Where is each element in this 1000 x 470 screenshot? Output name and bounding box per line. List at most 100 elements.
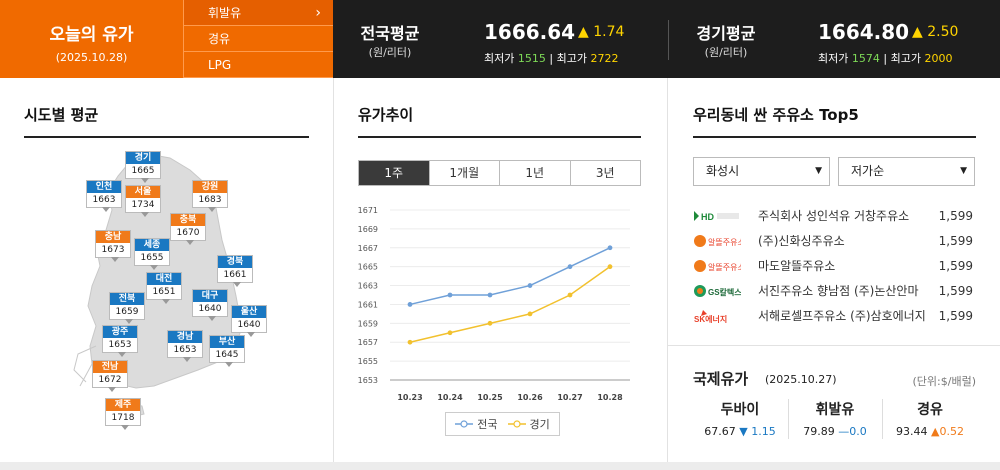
fuel-tab-diesel[interactable]: 경유: [184, 26, 333, 52]
period-tab-1y[interactable]: 1년: [500, 161, 571, 185]
max-label: 최고가: [556, 52, 587, 65]
region-name: 강원: [193, 181, 227, 193]
station-price: 1,599: [938, 259, 973, 273]
korea-coastline-detail: [73, 345, 97, 387]
logo-text: HD: [701, 212, 714, 222]
alddeul-logo: 알뜰주유소: [694, 260, 741, 272]
region-value: 1670: [176, 228, 200, 238]
y-tick-label: 1665: [358, 263, 378, 272]
gyeonggi-price: 1664.80: [818, 20, 910, 44]
station-row[interactable]: 알뜰주유소 (주)신화싱주유소 1,599: [690, 231, 976, 251]
legend-item-national[interactable]: 전국: [455, 416, 498, 432]
chevron-right-icon: ›: [315, 5, 321, 21]
legend-label: 전국: [477, 418, 498, 431]
station-price: 1,599: [938, 209, 973, 223]
logo-text: SK에너지: [694, 314, 727, 323]
column-divider: [333, 78, 334, 462]
station-price: 1,599: [938, 234, 973, 248]
national-average: 전국평균 (원/리터) 1666.64 ▲ 1.74 최저가 1515 | 최고…: [340, 0, 660, 78]
y-tick-label: 1653: [358, 376, 378, 385]
region-marker-daejeon[interactable]: 대전 1651: [146, 272, 182, 304]
region-marker-seoul[interactable]: 서울 1734: [125, 185, 161, 217]
region-marker-jeonbuk[interactable]: 전북 1659: [109, 292, 145, 324]
region-name: 부산: [210, 336, 244, 348]
separator: |: [883, 52, 891, 65]
min-value: 1515: [517, 52, 546, 65]
y-tick-label: 1661: [358, 300, 378, 309]
x-tick-label: 10.23: [397, 393, 422, 402]
column-divider: [667, 78, 668, 462]
region-marker-jeju[interactable]: 제주 1718: [105, 398, 141, 430]
region-name: 서울: [126, 186, 160, 198]
region-value: 1653: [173, 345, 197, 355]
region-marker-chungbuk[interactable]: 충북 1670: [170, 213, 206, 245]
region-name: 제주: [106, 399, 140, 411]
gyeonggi-unit: (원/리터): [704, 46, 748, 59]
y-tick-label: 1667: [358, 244, 378, 253]
gyeonggi-change: ▲ 2.50: [912, 24, 959, 40]
region-marker-jeonnam[interactable]: 전남 1672: [92, 360, 128, 392]
period-tab-1m[interactable]: 1개월: [430, 161, 500, 185]
period-tab-1w[interactable]: 1주: [359, 161, 430, 185]
station-row[interactable]: GS칼텍스 서진주유소 향남점 (주)논산안마 1,599: [690, 281, 976, 301]
station-row[interactable]: HD 주식회사 성인석유 거창주유소 1,599: [690, 206, 976, 226]
national-minmax: 최저가 1515 | 최고가 2722: [484, 50, 618, 66]
region-name: 충북: [171, 214, 205, 226]
fuel-tab-gasoline[interactable]: 휘발유 ›: [184, 0, 333, 26]
region-marker-busan[interactable]: 부산 1645: [209, 335, 245, 367]
intl-item-dubai: 두바이 67.67 ▼ 1.15: [692, 399, 788, 438]
intl-item-value: 79.89: [803, 425, 835, 438]
region-name: 경기: [126, 152, 160, 164]
intl-oil-date: (2025.10.27): [765, 373, 837, 386]
station-name: 주식회사 성인석유 거창주유소: [758, 209, 910, 223]
national-change: ▲ 1.74: [578, 24, 625, 40]
period-tab-3y[interactable]: 3년: [595, 166, 615, 180]
region-marker-gyeongbuk[interactable]: 경북 1661: [217, 255, 253, 287]
region-marker-ulsan[interactable]: 울산 1640: [231, 305, 267, 337]
gs-caltex-logo: GS칼텍스: [694, 285, 741, 297]
data-point: [527, 283, 533, 288]
region-marker-gyeongnam[interactable]: 경남 1653: [167, 330, 203, 362]
trend-title: 유가추이: [358, 106, 414, 124]
fuel-tab-lpg[interactable]: LPG: [184, 52, 333, 78]
region-marker-gyeonggi[interactable]: 경기 1665: [125, 151, 161, 183]
y-tick-label: 1663: [358, 282, 378, 291]
brand-date: (2025.10.28): [55, 51, 128, 64]
region-marker-daegu[interactable]: 대구 1640: [192, 289, 228, 321]
data-point: [607, 264, 613, 270]
region-value: 1653: [108, 340, 132, 350]
region-marker-incheon[interactable]: 인천 1663: [86, 180, 122, 212]
intl-separator: [882, 399, 883, 439]
station-row[interactable]: SK에너지 서해로셀프주유소 (주)삼호에너지 1,599: [690, 306, 976, 326]
min-value: 1574: [851, 52, 880, 65]
separator: |: [549, 52, 557, 65]
station-name: (주)신화싱주유소: [758, 234, 845, 248]
region-select-value: 화성시: [706, 164, 740, 178]
gyeonggi-average: 경기평균 (원/리터) 1664.80 ▲ 2.50 최저가 1574 | 최고…: [676, 0, 996, 78]
x-tick-label: 10.27: [557, 393, 582, 402]
intl-item-value-row: 93.44 ▲0.52: [882, 425, 978, 438]
max-label: 최고가: [890, 52, 921, 65]
region-value: 1661: [223, 270, 247, 280]
national-price: 1666.64: [484, 20, 576, 44]
sort-select[interactable]: 저가순 ▼: [838, 157, 975, 186]
brand-block: 오늘의 유가 (2025.10.28): [0, 0, 183, 78]
data-point: [407, 302, 413, 307]
region-marker-chungnam[interactable]: 충남 1673: [95, 230, 131, 262]
region-marker-gwangju[interactable]: 광주 1653: [102, 325, 138, 357]
intl-item-change: ▼ 1.15: [739, 425, 776, 438]
region-marker-sejong[interactable]: 세종 1655: [134, 238, 170, 270]
top5-title-underline: [693, 136, 976, 138]
section-divider: [668, 345, 1000, 346]
region-select[interactable]: 화성시 ▼: [693, 157, 830, 186]
fuel-tab-label: 경유: [208, 32, 231, 46]
region-marker-gangwon[interactable]: 강원 1683: [192, 180, 228, 212]
station-row[interactable]: 알뜰주유소 마도알뜰주유소 1,599: [690, 256, 976, 276]
legend-marker-icon: [455, 420, 474, 428]
region-name: 경북: [218, 256, 252, 268]
sort-select-value: 저가순: [851, 164, 885, 178]
intl-item-gasoline: 휘발유 79.89 —0.0: [787, 399, 883, 438]
fuel-tab-label: LPG: [208, 58, 232, 72]
legend-item-gyeonggi[interactable]: 경기: [507, 416, 550, 432]
national-label: 전국평균: [360, 24, 420, 43]
